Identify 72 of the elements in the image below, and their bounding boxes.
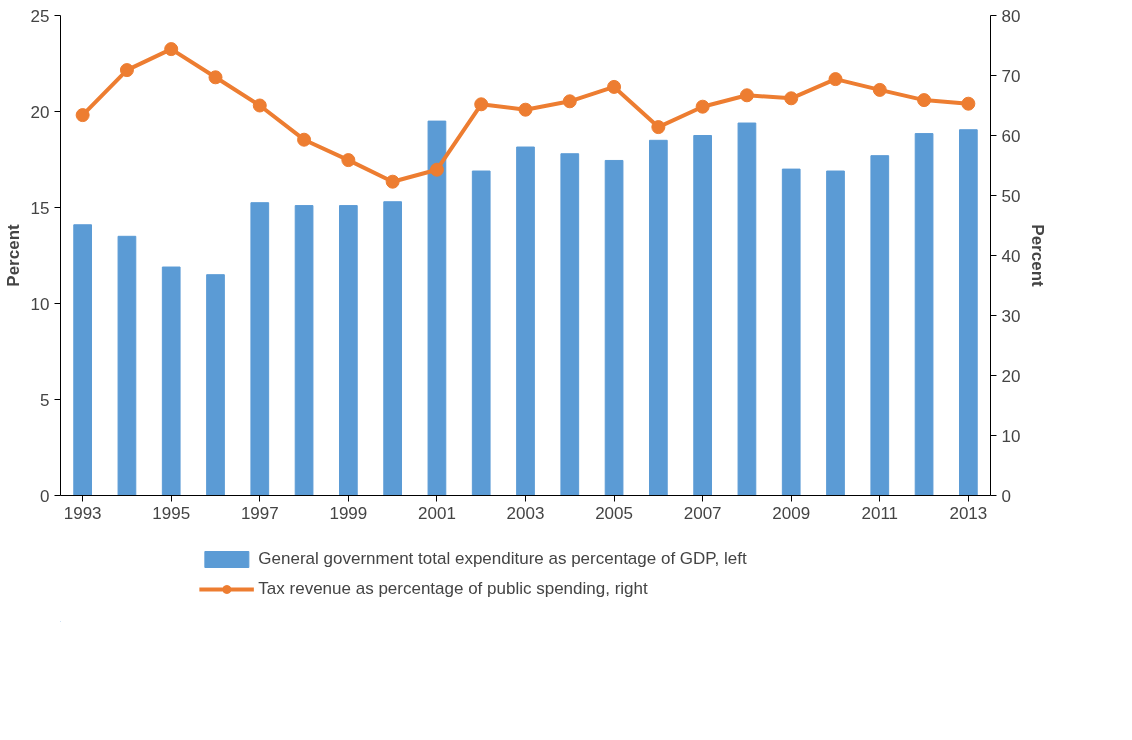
point [784,91,799,106]
point [208,70,223,85]
x-tick-label: 2013 [949,503,988,523]
bar [693,135,712,496]
bar [471,170,491,496]
point [607,79,622,94]
x-tick-label: 1995 [152,503,191,523]
y-tick-label: 25 [30,6,50,26]
point [695,99,710,114]
point [651,120,666,135]
point [75,108,90,123]
point [164,42,179,57]
bar [383,201,402,496]
x-tick-label: 1993 [63,503,102,523]
y-tick-label: 20 [30,102,50,122]
y2-tick-label: 30 [1001,306,1021,326]
bar [604,159,624,496]
point [961,96,976,111]
point [385,174,400,189]
y2-tick-label: 50 [1001,186,1021,206]
y-tick-label: 5 [40,390,50,410]
point [739,88,754,103]
point [518,102,533,117]
bar [914,133,934,496]
x-tick-label: 2005 [595,503,633,523]
bar [560,153,580,496]
y2-tick-label: 60 [1001,126,1021,146]
x-tick-label: 1997 [240,503,279,523]
point [872,82,887,97]
bar [737,122,757,496]
bar [206,274,225,496]
point [562,94,577,109]
legend-label: General government total expenditure as percentage of GDP, left [258,548,747,569]
bar [339,205,358,496]
point [828,72,843,87]
y2-tick-label: 70 [1001,66,1021,86]
y2-tick-label: 80 [1001,6,1021,26]
bar [161,266,181,496]
y-axis-title: Percent [3,223,23,287]
x-tick-label: 2003 [506,503,545,523]
bar [781,168,801,496]
bar [73,224,92,496]
x-tick-label: 2007 [683,503,722,523]
point [917,93,932,108]
y-tick-label: 15 [30,198,50,218]
bar [516,146,535,496]
bar [870,155,890,496]
point [297,132,312,147]
y2-tick-label: 0 [1001,486,1011,506]
point [252,98,267,113]
bar [427,120,447,496]
x-tick-label: 2001 [418,503,456,523]
y2-axis-title: Percent [1028,224,1048,288]
x-tick-label: 2009 [772,503,811,523]
x-tick-label: 1999 [329,503,368,523]
x-tick-label: 2011 [861,503,899,523]
bar [117,235,137,496]
y2-tick-label: 20 [1001,366,1021,386]
legend-label: Tax revenue as percentage of public spending, right [258,578,648,599]
y-tick-label: 0 [40,486,50,506]
bar [294,205,314,496]
point [341,153,356,168]
y-tick-label: 10 [30,294,50,314]
y2-tick-label: 40 [1001,246,1021,266]
point [429,162,444,177]
y2-tick-label: 10 [1001,426,1021,446]
bar [959,129,978,496]
point [119,63,134,78]
bar [826,170,845,496]
point [474,97,489,112]
bar [250,202,270,496]
bar [649,139,668,496]
